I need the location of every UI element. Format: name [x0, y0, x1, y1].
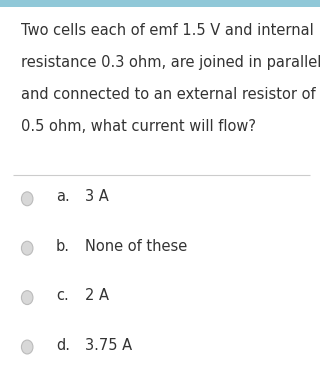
Circle shape — [21, 291, 33, 305]
Text: 3.75 A: 3.75 A — [85, 338, 132, 352]
Text: b.: b. — [56, 239, 70, 254]
Circle shape — [21, 340, 33, 354]
Text: a.: a. — [56, 190, 70, 204]
Circle shape — [21, 241, 33, 255]
Text: None of these: None of these — [85, 239, 187, 254]
Circle shape — [21, 192, 33, 206]
Text: c.: c. — [56, 288, 69, 303]
Text: d.: d. — [56, 338, 70, 352]
Text: 2 A: 2 A — [85, 288, 109, 303]
FancyBboxPatch shape — [0, 0, 320, 7]
Text: and connected to an external resistor of: and connected to an external resistor of — [21, 87, 316, 102]
Text: 0.5 ohm, what current will flow?: 0.5 ohm, what current will flow? — [21, 119, 256, 134]
Text: resistance 0.3 ohm, are joined in parallel: resistance 0.3 ohm, are joined in parall… — [21, 55, 320, 70]
Text: Two cells each of emf 1.5 V and internal: Two cells each of emf 1.5 V and internal — [21, 23, 314, 38]
Text: 3 A: 3 A — [85, 190, 108, 204]
